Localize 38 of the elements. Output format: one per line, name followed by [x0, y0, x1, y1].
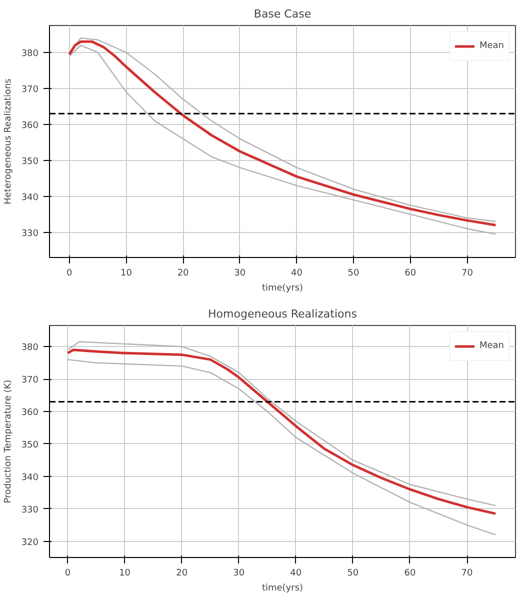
- x-axis-title: time(yrs): [262, 584, 304, 594]
- y-tick-label: 330: [21, 505, 39, 516]
- y-tick-label: 370: [21, 84, 39, 95]
- legend-label: Mean: [479, 341, 504, 351]
- y-tick-label: 380: [21, 48, 39, 59]
- x-tick-label: 0: [66, 268, 73, 278]
- y-axis-title: Production Temperature (K): [3, 380, 14, 504]
- line-series: [67, 358, 496, 536]
- x-tick-label: 10: [120, 268, 132, 278]
- x-axis-title: time(yrs): [262, 284, 304, 294]
- y-tick-label: 330: [21, 228, 39, 239]
- x-tick-label: 60: [404, 568, 416, 578]
- y-tick-label: 360: [21, 120, 39, 131]
- x-tick-label: 60: [404, 268, 416, 278]
- x-tick-label: 40: [290, 568, 302, 578]
- x-tick-label: 20: [177, 268, 190, 278]
- y-tick-label: 340: [21, 472, 39, 483]
- x-tick-label: 50: [347, 568, 359, 578]
- chart-title: Homogeneous Realizations: [208, 308, 358, 320]
- y-tick-label: 360: [21, 408, 39, 418]
- x-tick-label: 30: [233, 568, 245, 578]
- chart-title: Base Case: [254, 8, 312, 20]
- y-tick-label: 370: [21, 376, 39, 386]
- y-tick-label: 340: [21, 192, 39, 203]
- y-tick-label: 380: [21, 343, 39, 354]
- y-tick-label: 350: [21, 440, 39, 450]
- x-tick-label: 0: [64, 568, 71, 578]
- x-tick-label: 10: [119, 568, 131, 578]
- x-tick-label: 20: [176, 568, 188, 578]
- x-tick-label: 50: [348, 268, 360, 278]
- legend-label: Mean: [479, 41, 504, 51]
- y-tick-label: 350: [21, 156, 39, 167]
- x-tick-label: 70: [461, 268, 474, 278]
- y-tick-label: 320: [21, 538, 39, 548]
- y-axis-title: Heterogeneous Realizations: [3, 78, 14, 204]
- x-tick-label: 30: [234, 268, 246, 278]
- x-tick-label: 70: [461, 568, 474, 578]
- x-tick-label: 40: [290, 268, 303, 278]
